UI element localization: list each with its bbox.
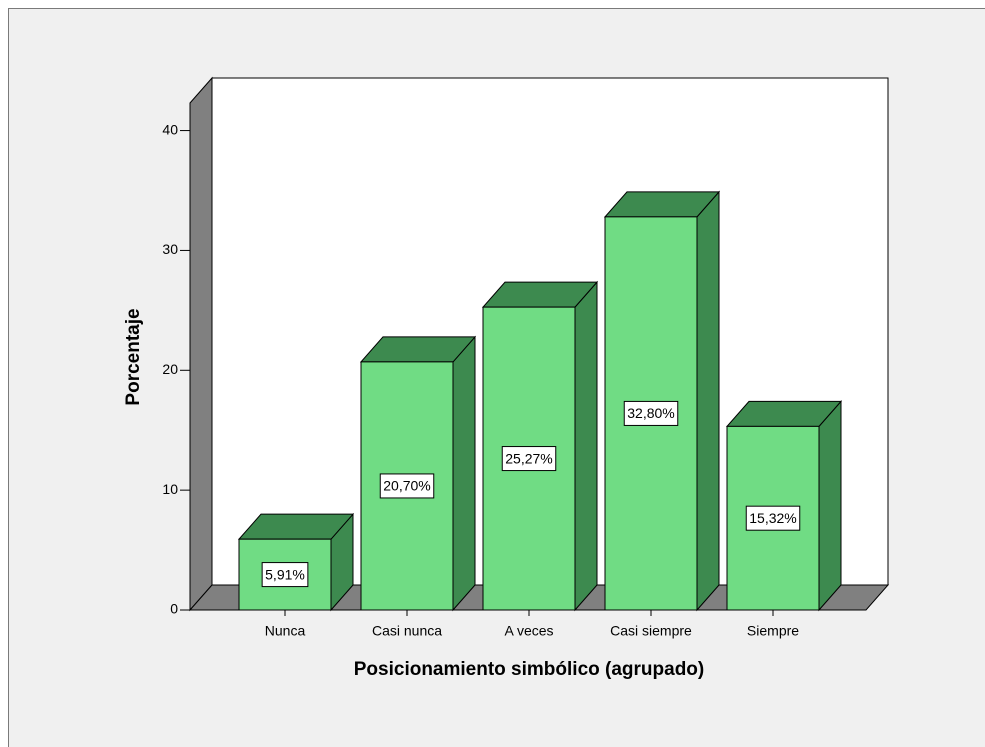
value-label-box xyxy=(745,505,801,531)
x-axis-title: Posicionamiento simbólico (agrupado) xyxy=(354,659,704,680)
x-tick-label: Casi nunca xyxy=(372,623,442,639)
x-tick-label: A veces xyxy=(504,623,553,639)
bar-side xyxy=(452,335,476,612)
bar-side xyxy=(818,400,842,612)
bar-side xyxy=(696,190,720,612)
bar-side xyxy=(574,280,598,612)
y-tick-label: 0 xyxy=(170,601,178,617)
y-tick-label: 40 xyxy=(162,121,178,137)
y-axis-title: Porcentaje xyxy=(123,308,144,405)
y-tick-label: 20 xyxy=(162,361,178,377)
value-label: 25,27% xyxy=(505,450,552,466)
x-tick-label: Casi siempre xyxy=(610,623,692,639)
value-label-box xyxy=(379,473,435,499)
value-label: 20,70% xyxy=(383,478,430,494)
y-tick-label: 10 xyxy=(162,481,178,497)
value-label: 15,32% xyxy=(749,510,796,526)
value-label-box xyxy=(623,400,679,426)
side-wall xyxy=(189,76,213,612)
value-label: 5,91% xyxy=(265,566,305,582)
value-label-box xyxy=(501,446,557,472)
x-tick-label: Nunca xyxy=(265,623,306,639)
y-tick-label: 30 xyxy=(162,241,178,257)
x-tick-label: Siempre xyxy=(747,623,799,639)
value-label-box xyxy=(261,562,309,588)
value-label: 32,80% xyxy=(627,405,674,421)
